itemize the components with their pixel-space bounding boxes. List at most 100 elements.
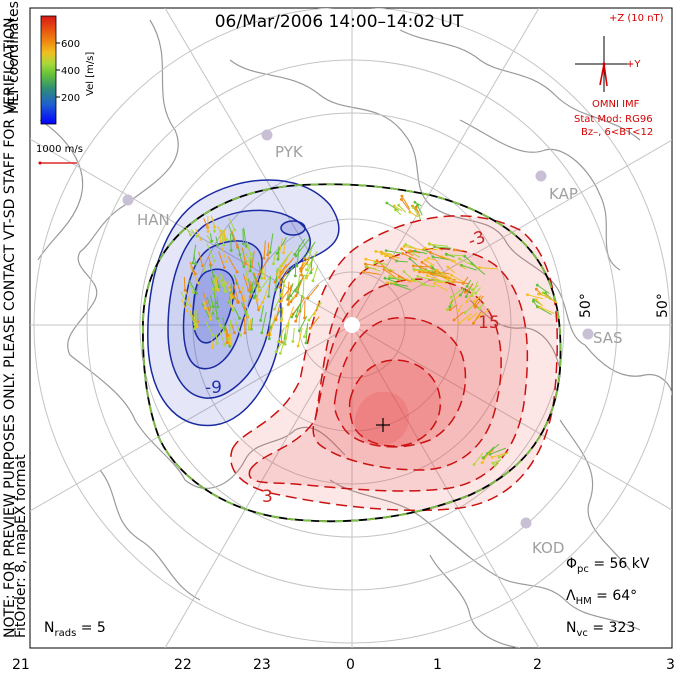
velocity-vector <box>413 268 435 272</box>
velocity-vector <box>250 283 255 299</box>
velocity-vector <box>257 262 261 272</box>
velocity-vector-origin <box>211 346 215 349</box>
velocity-vector-origin <box>472 463 476 466</box>
velocity-vector <box>402 253 418 261</box>
velocity-vector-origin <box>467 318 471 321</box>
velocity-vector-origin <box>295 264 299 268</box>
velocity-vector <box>262 281 271 303</box>
velocity-vector <box>283 265 295 283</box>
velocity-vector <box>474 295 484 308</box>
velocity-vector <box>471 281 479 296</box>
velocity-vector-origin <box>463 254 467 258</box>
velocity-vector <box>248 278 251 292</box>
velocity-vector-origin <box>473 305 477 309</box>
velocity-vector <box>296 244 300 266</box>
velocity-vector <box>394 205 403 212</box>
velocity-vector <box>192 244 197 263</box>
velocity-vector <box>268 317 271 339</box>
velocity-vector-origin <box>446 308 449 312</box>
velocity-vector <box>294 238 306 255</box>
velocity-vector <box>205 321 214 336</box>
velocity-vector <box>243 317 246 334</box>
velocity-vector-origin <box>433 282 436 285</box>
velocity-vector <box>545 295 558 304</box>
velocity-vector <box>294 261 297 276</box>
velocity-vector-origin <box>202 269 206 272</box>
velocity-vector <box>363 271 381 275</box>
velocity-vector-origin <box>493 464 497 467</box>
contour-label-positive-mid: -3 <box>466 227 489 252</box>
velocity-vector-origin <box>219 240 223 244</box>
velocity-vector-origin <box>225 341 229 344</box>
velocity-vector <box>483 446 495 459</box>
velocity-vector-origin <box>465 285 469 288</box>
velocity-vector <box>527 294 544 300</box>
velocity-vector <box>365 263 386 268</box>
velocity-vector-origin <box>497 455 501 459</box>
velocity-vector-origin <box>242 242 245 246</box>
velocity-vector <box>277 253 290 270</box>
velocity-vector-origin <box>490 455 494 459</box>
stat-n-vc: Nvc = 323 <box>566 620 635 639</box>
velocity-vector <box>465 283 474 293</box>
velocity-vector-origin <box>413 249 416 253</box>
velocity-vector-origin <box>194 262 198 266</box>
velocity-vector <box>233 274 238 284</box>
mlt-label-21: 21 <box>12 657 30 673</box>
velocity-vector-origin <box>267 337 271 341</box>
velocity-vector-origin <box>473 303 476 307</box>
velocity-vector <box>211 337 214 348</box>
velocity-vector <box>537 284 550 294</box>
velocity-vector <box>233 307 240 319</box>
magnetic-pole-marker <box>344 317 360 333</box>
velocity-vector-origin <box>274 350 278 354</box>
velocity-vector-origin <box>472 300 476 303</box>
velocity-vector-origin <box>294 294 298 298</box>
velocity-vector-origin <box>365 264 368 268</box>
map-statistics: Φpc = 56 kV ΛHM = 64° Nvc = 323 Nrads = … <box>44 556 650 639</box>
velocity-vector <box>241 286 246 302</box>
velocity-vector-origin <box>400 194 404 198</box>
mlt-label-22: 22 <box>174 657 192 673</box>
velocity-vector <box>275 303 281 320</box>
velocity-vector <box>242 273 250 291</box>
velocity-vector-origin <box>216 288 220 292</box>
velocity-vector-origin <box>267 295 270 298</box>
velocity-vector-origin <box>214 285 218 288</box>
velocity-vector <box>409 211 419 218</box>
velocity-vector-origin <box>248 295 252 299</box>
mlt-label-1: 1 <box>433 657 442 673</box>
velocity-vector-origin <box>278 293 282 296</box>
velocity-vector-origin <box>236 246 239 249</box>
velocity-vector <box>189 261 196 275</box>
velocity-vector-origin <box>291 340 295 343</box>
velocity-vector-origin <box>225 238 229 242</box>
velocity-vector-origin <box>470 294 474 298</box>
velocity-vector-origin <box>445 277 449 281</box>
velocity-vector-origin <box>424 258 427 262</box>
velocity-vector-origin <box>373 261 377 264</box>
velocity-vector-origin <box>458 257 461 261</box>
velocity-vector-origin <box>397 203 401 207</box>
velocity-vector <box>224 325 229 336</box>
velocity-vector <box>224 280 231 291</box>
velocity-vector <box>242 228 244 244</box>
velocity-vector-origin <box>532 300 535 303</box>
velocity-vector-origin <box>465 300 469 304</box>
velocity-vector-origin <box>272 262 275 266</box>
velocity-vector-origin <box>477 307 481 310</box>
velocity-vector <box>295 309 301 322</box>
velocity-vector-origin <box>452 318 456 322</box>
velocity-vector-origin <box>305 268 308 272</box>
velocity-vector-origin <box>201 264 204 268</box>
velocity-vector-origin <box>426 256 430 260</box>
velocity-vector-origin <box>296 344 300 348</box>
velocity-vector <box>425 247 438 251</box>
velocity-vector <box>188 282 195 294</box>
velocity-vector <box>215 274 219 291</box>
velocity-vector <box>277 327 285 343</box>
colorbar-tick-600: 600 <box>61 39 80 50</box>
velocity-vector-origin <box>208 317 212 321</box>
station-marker-kod <box>520 517 532 529</box>
velocity-vector-origin <box>392 204 396 208</box>
